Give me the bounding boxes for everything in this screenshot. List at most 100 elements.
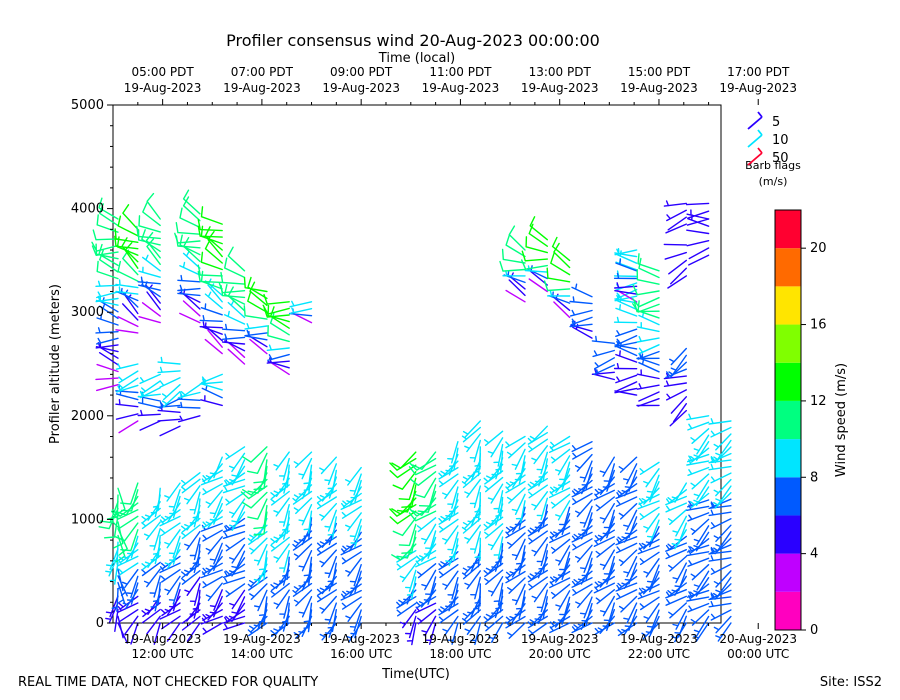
wind-barb-stroke [624, 469, 638, 492]
wind-barb-stroke [350, 615, 362, 639]
wind-barb-stroke [618, 456, 638, 473]
wind-barb-stroke [515, 500, 526, 524]
barb-legend: Barb flags (m/s) 5 10 50 [745, 111, 801, 188]
wind-barb [316, 589, 337, 603]
wind-barb-stroke [643, 558, 660, 578]
barb-legend-unit: (m/s) [759, 175, 788, 188]
wind-barb-stroke [595, 496, 615, 512]
wind-barb [484, 430, 504, 446]
wind-barb [209, 549, 223, 572]
wind-barb-stroke [303, 556, 313, 580]
wind-barb-stroke [327, 469, 337, 493]
wind-barb-stroke [164, 595, 181, 616]
wind-barb-stroke [303, 517, 313, 541]
wind-barb-stroke [182, 251, 201, 269]
wind-barb-stroke [118, 609, 139, 623]
colorbar-bin [775, 553, 801, 592]
wind-barb [149, 575, 161, 598]
wind-barb-stroke [221, 323, 246, 332]
wind-barb [470, 622, 481, 645]
wind-barb-stroke [319, 456, 337, 475]
wind-barb-stroke [200, 251, 223, 271]
wind-barb-stroke [341, 551, 362, 565]
wind-barb-stroke [579, 505, 593, 528]
wind-barb-stroke [615, 350, 638, 363]
wind-barb [221, 323, 246, 332]
wind-barb-stroke [602, 469, 615, 492]
wind-barb [209, 496, 223, 518]
wind-barb-stroke [515, 455, 526, 479]
wind-barb [202, 529, 223, 542]
wind-barb [550, 538, 571, 554]
wind-barb [538, 550, 548, 574]
wind-barb-stroke [525, 236, 548, 254]
wind-barb-stroke [686, 229, 710, 235]
wind-barb-stroke [672, 515, 687, 537]
wind-barb [98, 352, 119, 366]
wind-barb-stroke [474, 492, 481, 516]
wind-barb-stroke [201, 373, 223, 384]
wind-barb [273, 543, 290, 563]
wind-barb-stroke [127, 535, 139, 559]
wind-barb [223, 310, 246, 325]
wind-barb [228, 602, 246, 623]
wind-barb [298, 504, 313, 526]
wind-barb [209, 595, 223, 618]
wind-barb-stroke [168, 535, 181, 559]
wind-barb-stroke [346, 577, 362, 597]
wind-barb [408, 464, 437, 476]
wind-barb [487, 529, 504, 551]
wind-barb-stroke [693, 441, 710, 461]
wind-barb-stroke [483, 562, 504, 578]
wind-barb-stroke [693, 622, 710, 642]
wind-barb [487, 483, 504, 504]
wind-barb-stroke [91, 241, 119, 252]
wind-barb [573, 525, 593, 541]
wind-barb [508, 225, 526, 251]
wind-barb-stroke [273, 451, 290, 471]
wind-barb [200, 251, 223, 271]
wind-barb [105, 548, 119, 571]
wind-barb-stroke [222, 531, 246, 539]
wind-barb-stroke [531, 537, 548, 557]
wind-barb [417, 609, 437, 625]
wind-barb [438, 564, 459, 579]
wind-barb [282, 510, 290, 534]
wind-barb-stroke [218, 282, 246, 294]
x-tick-label-date: 19-Aug-2023 [223, 632, 301, 646]
wind-barb [350, 570, 362, 593]
wind-barb-stroke [461, 609, 481, 625]
wind-barb-stroke [389, 510, 417, 525]
wind-barb-stroke [643, 603, 660, 623]
wind-barb [603, 509, 615, 533]
wind-barb [442, 479, 459, 499]
wind-barb-stroke [597, 522, 615, 542]
wind-barb [229, 589, 246, 610]
wind-barb [483, 470, 504, 485]
wind-barb-stroke [115, 279, 139, 289]
wind-barb-stroke [199, 321, 223, 329]
wind-barb [96, 363, 119, 373]
wind-barb-stroke [550, 448, 571, 464]
wind-barb [117, 215, 139, 237]
wind-barb [141, 380, 161, 395]
wind-barb [550, 448, 571, 464]
wind-barb [615, 350, 638, 363]
wind-barb [181, 609, 201, 624]
wind-barb [177, 274, 201, 283]
wind-barb-stroke [553, 242, 571, 269]
wind-barb [672, 403, 687, 423]
top-tick-label-time: 15:00 PDT [628, 65, 691, 79]
chart-title: Profiler consensus wind 20-Aug-2023 00:0… [226, 31, 600, 50]
wind-barb-stroke [462, 465, 481, 484]
barb-legend-entry: 50 [747, 147, 789, 166]
wind-barb [229, 544, 246, 564]
wind-barb-stroke [603, 463, 615, 486]
wind-barb-stroke [146, 291, 161, 311]
wind-barb [555, 590, 571, 611]
wind-barb-stroke [425, 622, 437, 645]
wind-barb-stroke [557, 558, 571, 581]
wind-barb-stroke [550, 253, 571, 276]
wind-barb [282, 464, 290, 488]
wind-barb [324, 556, 337, 578]
